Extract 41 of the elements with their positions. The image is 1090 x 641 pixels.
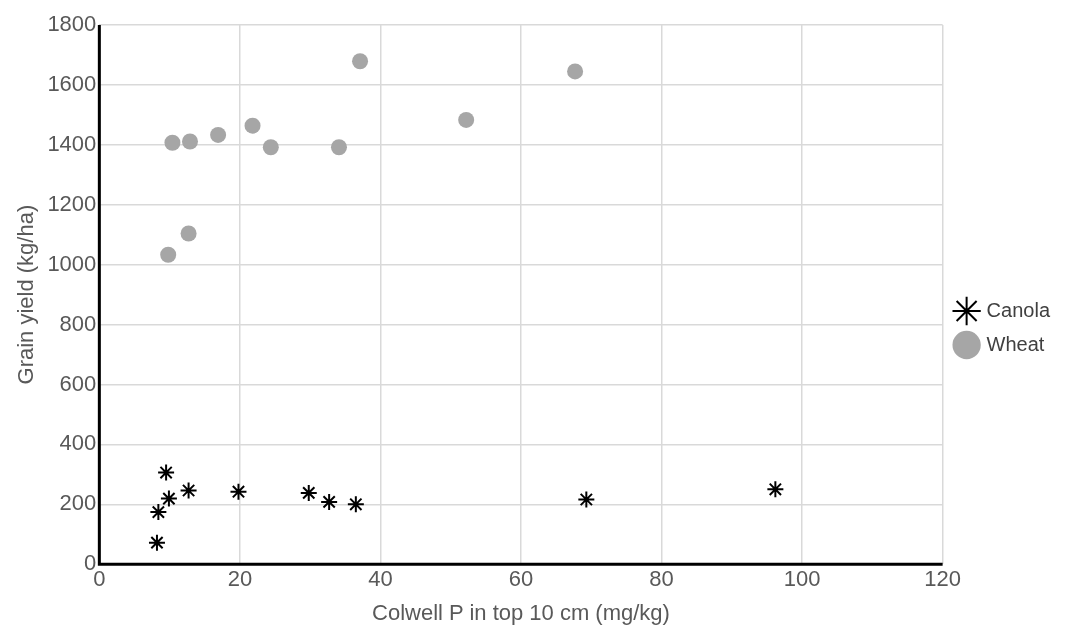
x-axis-title: Colwell P in top 10 cm (mg/kg) (372, 599, 670, 625)
point (160, 246, 177, 263)
y-tick-label: 1000 (47, 250, 97, 276)
x-tick-label: 20 (227, 566, 253, 592)
point (766, 480, 785, 499)
point (577, 490, 596, 509)
point (352, 53, 369, 70)
point (299, 483, 318, 502)
point (567, 63, 584, 80)
y-tick-label: 600 (59, 370, 97, 396)
point (210, 126, 227, 143)
point (157, 463, 176, 482)
point (330, 139, 347, 156)
x-tick-label: 100 (783, 566, 821, 592)
y-tick-label: 1800 (47, 11, 97, 37)
point (244, 117, 261, 134)
point (262, 139, 279, 156)
x-tick-label: 120 (924, 566, 961, 592)
legend-label: Wheat (986, 332, 1045, 355)
point (229, 482, 248, 501)
point (164, 134, 181, 151)
point (181, 133, 198, 150)
point (346, 495, 365, 514)
y-tick-label: 800 (59, 310, 97, 336)
point (179, 481, 198, 500)
x-tick-label: 60 (508, 566, 534, 592)
x-tick-label: 40 (368, 566, 393, 592)
y-tick-label: 200 (59, 490, 97, 516)
point (159, 489, 178, 508)
y-tick-label: 1600 (47, 70, 97, 96)
y-tick-label: 1400 (47, 130, 97, 156)
x-tick-label: 80 (649, 566, 674, 592)
point (149, 503, 168, 522)
point (180, 225, 197, 242)
point (458, 111, 475, 128)
y-axis-title: Grain yield (kg/ha) (13, 204, 39, 385)
y-tick-label: 400 (59, 430, 97, 456)
legend-label: Canola (986, 298, 1051, 321)
point (147, 533, 166, 552)
point (320, 492, 339, 511)
y-tick-label: 1200 (47, 190, 97, 216)
